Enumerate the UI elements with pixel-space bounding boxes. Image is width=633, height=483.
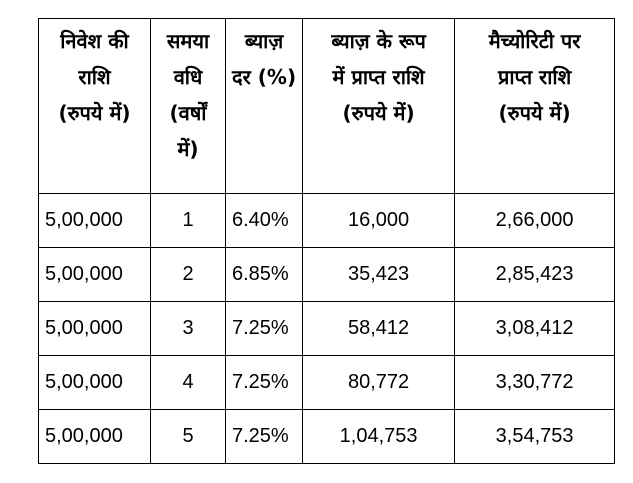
table-cell: 2 [150, 247, 226, 302]
header-cell: समया वधि (वर्षों में) [150, 18, 226, 194]
table-cell: 2,85,423 [454, 247, 616, 302]
table-cell: 4 [150, 355, 226, 410]
table-cell: 3,30,772 [454, 355, 616, 410]
table-cell: 58,412 [302, 301, 456, 356]
table-cell: 35,423 [302, 247, 456, 302]
table-cell: 5,00,000 [38, 409, 151, 464]
table-cell: 7.25% [224, 409, 304, 464]
table-cell: 1,04,753 [302, 409, 456, 464]
table-cell: 5,00,000 [38, 355, 151, 410]
table-row: 5,00,000 2 6.85% 35,423 2,85,423 [38, 247, 616, 302]
table-row: 5,00,000 4 7.25% 80,772 3,30,772 [38, 355, 616, 410]
header-line: (रुपये में) [58, 101, 131, 125]
table-row: 5,00,000 5 7.25% 1,04,753 3,54,753 [38, 409, 616, 464]
header-line: वधि [173, 65, 203, 89]
header-line: में प्राप्त राशि [332, 65, 425, 89]
header-line: राशि [78, 65, 111, 89]
header-cell: ब्याज़ के रूप में प्राप्त राशि (रुपये में) [302, 18, 456, 194]
table-row: 5,00,000 1 6.40% 16,000 2,66,000 [38, 193, 616, 248]
header-line: प्राप्त राशि [497, 65, 572, 89]
header-line: में) [177, 137, 199, 161]
header-line: समया [166, 29, 210, 53]
table-cell: 3 [150, 301, 226, 356]
table-cell: 80,772 [302, 355, 456, 410]
header-line: (रुपये में) [342, 101, 415, 125]
table-cell: 7.25% [224, 301, 304, 356]
table-cell: 3,54,753 [454, 409, 616, 464]
header-line: दर (%) [232, 65, 297, 89]
table-cell: 16,000 [302, 193, 456, 248]
table-cell: 5,00,000 [38, 193, 151, 248]
table-cell: 7.25% [224, 355, 304, 410]
table-cell: 5,00,000 [38, 247, 151, 302]
table-cell: 1 [150, 193, 226, 248]
header-cell: ब्याज़ दर (%) [224, 18, 304, 194]
table-cell: 5 [150, 409, 226, 464]
header-line: (वर्षों [169, 101, 207, 125]
table-cell: 5,00,000 [38, 301, 151, 356]
investment-table: निवेश की राशि (रुपये में) समया वधि (वर्षों में… [38, 18, 616, 464]
table-row: 5,00,000 3 7.25% 58,412 3,08,412 [38, 301, 616, 356]
table-cell: 2,66,000 [454, 193, 616, 248]
table-body: 5,00,000 1 6.40% 16,000 2,66,000 5,00,000 2 6.8… [38, 193, 616, 464]
table-cell: 6.85% [224, 247, 304, 302]
header-row: निवेश की राशि (रुपये में) समया वधि (वर्षों में… [38, 18, 616, 194]
table-cell: 6.40% [224, 193, 304, 248]
header-line: ब्याज़ के रूप [331, 29, 426, 53]
header-line: मैच्योरिटी पर [488, 29, 581, 53]
table-cell: 3,08,412 [454, 301, 616, 356]
header-line: ब्याज़ [244, 29, 284, 53]
header-cell: निवेश की राशि (रुपये में) [38, 18, 151, 194]
header-line: (रुपये में) [498, 101, 571, 125]
header-cell: मैच्योरिटी पर प्राप्त राशि (रुपये में) [454, 18, 616, 194]
header-line: निवेश की [60, 29, 129, 53]
